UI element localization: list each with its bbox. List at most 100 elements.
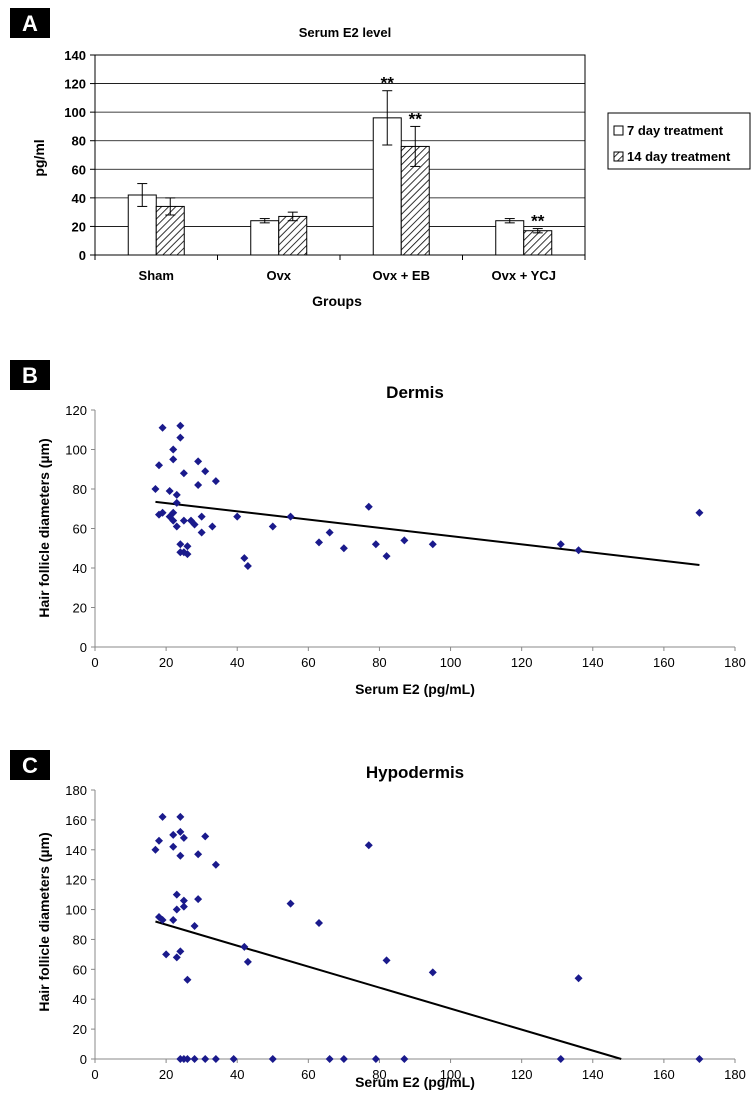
chart-a-xlabel: Groups bbox=[312, 293, 362, 309]
data-point bbox=[162, 950, 171, 959]
data-point bbox=[243, 957, 252, 966]
data-point bbox=[176, 540, 185, 549]
chart-b-ylabel: Hair follicle diameters (µm) bbox=[36, 438, 52, 617]
x-tick-label: 60 bbox=[301, 655, 315, 670]
y-tick-label: 0 bbox=[79, 248, 86, 263]
data-point bbox=[169, 455, 178, 464]
data-point bbox=[268, 1055, 277, 1063]
data-point bbox=[158, 812, 167, 821]
data-point bbox=[183, 542, 192, 551]
y-tick-label: 40 bbox=[72, 191, 86, 206]
data-point bbox=[201, 467, 210, 476]
data-point bbox=[382, 956, 391, 965]
y-tick-label: 20 bbox=[73, 601, 87, 616]
data-point bbox=[315, 538, 323, 547]
x-tick-label: 80 bbox=[372, 655, 386, 670]
significance-marker: ** bbox=[409, 109, 423, 128]
y-tick-label: 60 bbox=[73, 962, 87, 977]
y-tick-label: 160 bbox=[65, 813, 87, 828]
bar bbox=[278, 215, 308, 256]
x-tick-label: 120 bbox=[511, 655, 533, 670]
chart-a-legend: 7 day treatment 14 day treatment bbox=[607, 112, 751, 170]
bar bbox=[250, 220, 280, 256]
data-point bbox=[179, 469, 188, 478]
data-point bbox=[400, 1055, 409, 1063]
data-point bbox=[169, 516, 178, 525]
x-tick-label: 120 bbox=[511, 1067, 533, 1082]
data-point bbox=[176, 851, 185, 860]
data-point bbox=[364, 841, 373, 850]
chart-b: 0 20 40 60 80 100 120 0 20 40 60 80 100 120 140 160 180 bbox=[65, 403, 746, 670]
y-tick-label: 80 bbox=[73, 932, 87, 947]
data-point bbox=[179, 896, 188, 905]
x-tick-label: 100 bbox=[440, 1067, 462, 1082]
chart-a: 0 20 40 60 80 100 120 140 Sham Ovx Ovx + EB Ovx + Y… bbox=[64, 48, 586, 283]
data-point bbox=[574, 546, 583, 555]
x-tick-label: 180 bbox=[724, 655, 746, 670]
data-point bbox=[179, 833, 188, 842]
data-point bbox=[428, 540, 437, 549]
data-point bbox=[169, 916, 178, 925]
data-point bbox=[176, 421, 185, 430]
x-tick-label: 20 bbox=[159, 1067, 173, 1082]
data-point bbox=[201, 1055, 210, 1063]
panel-a-label-bg bbox=[10, 8, 50, 38]
bar bbox=[495, 220, 525, 256]
legend-swatch-7day bbox=[613, 125, 624, 136]
data-point bbox=[165, 486, 174, 495]
chart-c-title: Hypodermis bbox=[366, 763, 464, 782]
data-point bbox=[158, 423, 167, 432]
data-point bbox=[158, 916, 167, 925]
y-tick-label: 60 bbox=[73, 522, 87, 537]
data-point bbox=[695, 508, 704, 517]
x-tick-label: 0 bbox=[91, 655, 98, 670]
y-tick-label: 20 bbox=[73, 1022, 87, 1037]
legend-swatch-14day bbox=[613, 151, 624, 162]
y-tick-label: 120 bbox=[65, 873, 87, 888]
y-tick-label: 60 bbox=[72, 162, 86, 177]
x-tick-label: 140 bbox=[582, 655, 604, 670]
data-point bbox=[169, 830, 178, 839]
data-point bbox=[155, 461, 163, 470]
data-point bbox=[169, 842, 178, 851]
data-point bbox=[574, 974, 583, 983]
x-tick-label: 160 bbox=[653, 655, 675, 670]
chart-c-ylabel: Hair follicle diameters (µm) bbox=[36, 832, 52, 1011]
data-point bbox=[325, 528, 334, 537]
chart-a-ylabel: pg/ml bbox=[31, 139, 47, 176]
y-tick-label: 80 bbox=[73, 482, 87, 497]
panel-b: B Dermis Hair follicle diameters (µm) Se… bbox=[10, 360, 746, 697]
panel-c-label-bg bbox=[10, 750, 50, 780]
x-tick-label: Ovx + EB bbox=[373, 268, 430, 283]
data-point bbox=[169, 445, 178, 454]
chart-b-title: Dermis bbox=[386, 383, 444, 402]
data-point bbox=[151, 485, 160, 493]
y-tick-label: 0 bbox=[80, 1052, 87, 1067]
significance-marker: ** bbox=[381, 74, 395, 93]
data-point bbox=[211, 1055, 220, 1063]
data-point bbox=[339, 1055, 348, 1063]
data-point bbox=[169, 508, 178, 517]
data-point bbox=[176, 947, 185, 956]
data-point bbox=[556, 1055, 565, 1063]
panel-b-label-bg bbox=[10, 360, 50, 390]
y-tick-label: 80 bbox=[72, 134, 86, 149]
panel-c-label: C bbox=[22, 753, 38, 778]
y-tick-label: 120 bbox=[65, 403, 87, 418]
x-tick-label: 100 bbox=[440, 655, 462, 670]
data-point bbox=[183, 975, 192, 984]
data-point bbox=[556, 540, 565, 549]
data-point bbox=[190, 921, 199, 930]
data-point bbox=[172, 522, 181, 531]
significance-marker: ** bbox=[531, 212, 545, 231]
x-tick-label: 180 bbox=[724, 1067, 746, 1082]
chart-a-title: Serum E2 level bbox=[299, 25, 392, 40]
data-point bbox=[400, 536, 409, 545]
data-point bbox=[339, 544, 348, 553]
data-point bbox=[428, 968, 437, 977]
data-point bbox=[172, 490, 181, 499]
data-point bbox=[286, 512, 295, 521]
data-point bbox=[315, 919, 323, 928]
y-tick-label: 120 bbox=[64, 77, 86, 92]
data-point bbox=[183, 550, 192, 559]
